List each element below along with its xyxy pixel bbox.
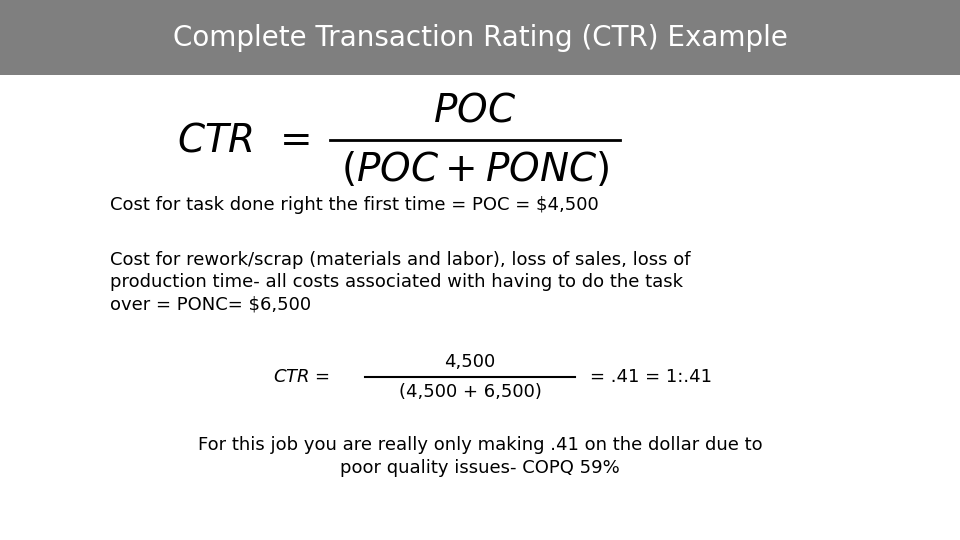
Text: $\it{(POC + PONC)}$: $\it{(POC + PONC)}$ [341, 151, 609, 190]
Text: For this job you are really only making .41 on the dollar due to: For this job you are really only making … [198, 436, 762, 454]
Text: $\it{POC}$: $\it{POC}$ [434, 91, 516, 129]
Text: = .41 = 1:.41: = .41 = 1:.41 [590, 368, 712, 386]
Text: production time- all costs associated with having to do the task: production time- all costs associated wi… [110, 273, 683, 291]
Text: $\it{CTR}$  =: $\it{CTR}$ = [177, 121, 310, 159]
Text: 4,500: 4,500 [444, 353, 495, 371]
FancyBboxPatch shape [0, 0, 960, 75]
Text: Cost for task done right the first time = POC = $4,500: Cost for task done right the first time … [110, 196, 599, 214]
Text: poor quality issues- COPQ 59%: poor quality issues- COPQ 59% [340, 459, 620, 477]
Text: Complete Transaction Rating (CTR) Example: Complete Transaction Rating (CTR) Exampl… [173, 24, 787, 51]
Text: (4,500 + 6,500): (4,500 + 6,500) [398, 383, 541, 401]
Text: Cost for rework/scrap (materials and labor), loss of sales, loss of: Cost for rework/scrap (materials and lab… [110, 251, 690, 269]
Text: $\it{CTR}$ =: $\it{CTR}$ = [273, 368, 330, 386]
Text: over = PONC= $6,500: over = PONC= $6,500 [110, 295, 311, 313]
